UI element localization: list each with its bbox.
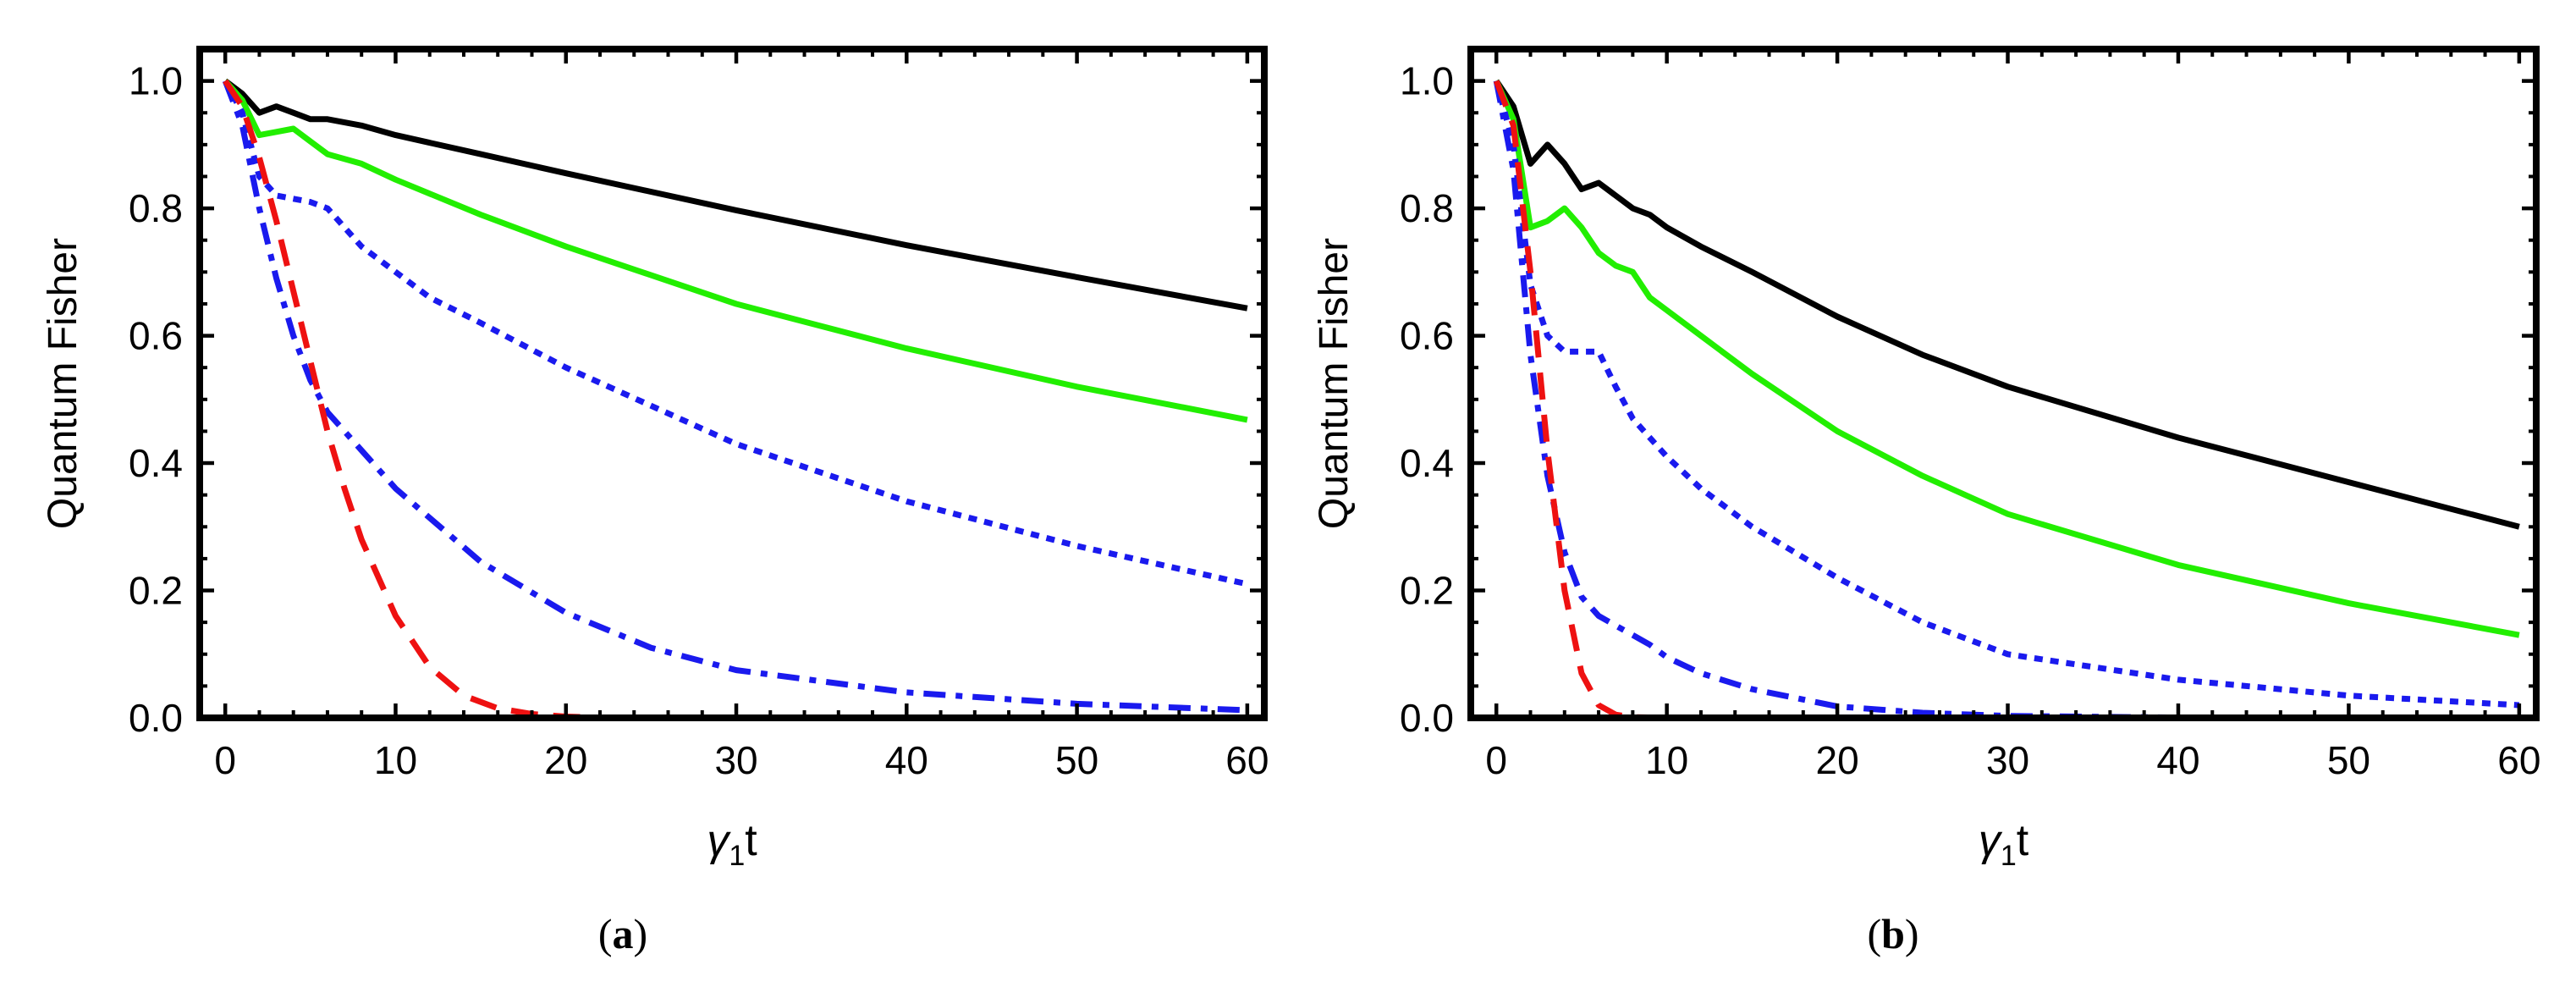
y-axis-label: Quantum Fisher <box>1312 238 1357 529</box>
x-axis-label-symbol: γ <box>1979 816 2003 865</box>
panel-label-close: ) <box>1905 910 1919 957</box>
series-group <box>222 78 1248 718</box>
x-tick-label: 40 <box>2156 738 2199 782</box>
x-tick-label: 30 <box>1986 738 2029 782</box>
x-axis-label-subscript: 1 <box>2001 840 2017 872</box>
panel-label-letter: a <box>613 910 634 957</box>
major-ticks <box>200 49 1264 720</box>
series-line-blue-dotdashed <box>1493 80 2519 718</box>
series-group <box>1493 79 2520 718</box>
panel-label-open: ( <box>598 910 613 957</box>
series-line-black-solid <box>1494 79 2520 530</box>
x-tick-label: 10 <box>1645 738 1688 782</box>
y-tick-label: 0.6 <box>1400 314 1454 358</box>
series-line-black-solid <box>223 78 1248 312</box>
chart-panel-a: 0 10 20 30 40 50 60 0.0 0.2 0.4 0.6 0.8 1.0 Quantum F… <box>41 46 1269 957</box>
x-tick-label: 0 <box>214 738 236 782</box>
series-line-blue-dotted <box>223 79 1248 588</box>
minor-ticks <box>200 49 1264 718</box>
panel-label: (a) <box>598 910 647 957</box>
x-tick-label: 40 <box>885 738 928 782</box>
y-tick-label: 0.6 <box>129 314 183 358</box>
series-line-red-dashed <box>223 79 635 718</box>
y-tick-label: 0.8 <box>1400 186 1454 230</box>
plot-frame <box>196 46 1268 721</box>
x-axis-label-tail: t <box>2017 816 2029 865</box>
y-tick-label: 0.2 <box>1400 569 1454 613</box>
series-line-blue-dotted <box>1493 80 2520 709</box>
plot-frame <box>1467 46 2540 721</box>
panel-label-close: ) <box>634 910 648 957</box>
x-tick-label: 0 <box>1485 738 1507 782</box>
panel-label: (b) <box>1867 910 1918 957</box>
series-line-green-solid <box>1494 80 2520 638</box>
x-tick-label: 60 <box>2497 738 2540 782</box>
y-tick-label: 0.0 <box>1400 696 1454 740</box>
x-axis-label: γ1t <box>1979 816 2029 872</box>
x-tick-label: 50 <box>1055 738 1098 782</box>
x-tick-label: 30 <box>714 738 757 782</box>
y-tick-label: 0.8 <box>129 186 183 230</box>
y-tick-label: 1.0 <box>129 59 183 103</box>
x-axis-label: γ1t <box>707 816 757 872</box>
chart-panel-b: 0 10 20 30 40 50 60 0.0 0.2 0.4 0.6 0.8 1.0 Quantum F… <box>1312 46 2540 957</box>
x-tick-label: 10 <box>374 738 417 782</box>
series-line-red-dashed <box>1493 80 1736 718</box>
x-tick-label: 20 <box>1816 738 1859 782</box>
panel-label-letter: b <box>1881 910 1905 957</box>
y-tick-label: 0.0 <box>129 696 183 740</box>
y-tick-label: 0.2 <box>129 569 183 613</box>
y-tick-label: 1.0 <box>1400 59 1454 103</box>
x-tick-label: 50 <box>2327 738 2370 782</box>
x-axis-label-tail: t <box>745 816 757 865</box>
y-tick-label: 0.4 <box>129 441 183 485</box>
series-line-blue-dotdashed <box>222 80 1248 714</box>
y-axis-label: Quantum Fisher <box>41 238 85 529</box>
x-axis-label-symbol: γ <box>707 816 731 865</box>
panel-label-open: ( <box>1867 910 1881 957</box>
x-axis-label-subscript: 1 <box>729 840 745 872</box>
x-tick-label: 20 <box>544 738 587 782</box>
series-line-green-solid <box>223 79 1248 423</box>
y-tick-label: 0.4 <box>1400 441 1454 485</box>
x-tick-label: 60 <box>1225 738 1269 782</box>
